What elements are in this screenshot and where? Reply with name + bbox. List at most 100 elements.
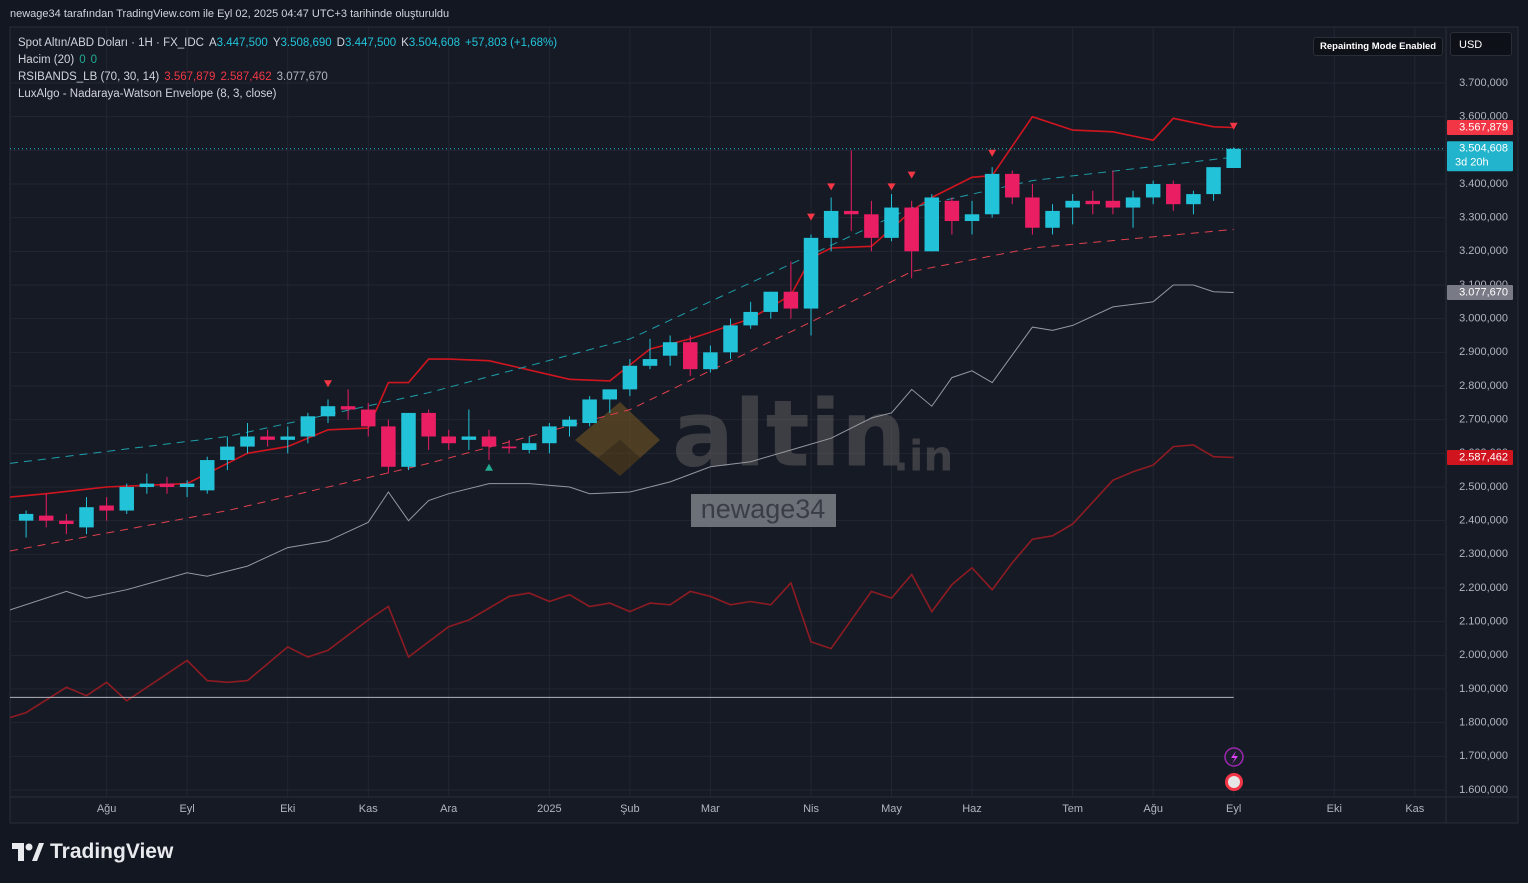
x-tick-label: Nis: [803, 803, 819, 815]
candle-body: [340, 406, 356, 410]
candle-body: [944, 200, 960, 222]
ohlc-value: 3.508,690: [280, 37, 332, 49]
y-tick-label: 1.600,000: [1459, 784, 1508, 796]
candle-body: [904, 207, 919, 252]
candle-body: [662, 342, 678, 356]
candle-body: [1166, 183, 1181, 205]
y-tick-label: 2.100,000: [1459, 616, 1508, 628]
signal-marker: [827, 183, 836, 191]
currency-button[interactable]: USD: [1450, 32, 1512, 56]
candle-body: [924, 197, 940, 252]
price-tag-label: 3.504,608: [1459, 143, 1508, 155]
watermark-brand: altin: [672, 380, 907, 487]
candle-body: [1186, 194, 1201, 205]
candle-body: [984, 173, 1000, 215]
candle-body: [441, 436, 456, 444]
repainting-badge: Repainting Mode Enabled: [1313, 37, 1444, 56]
indicator-line: [10, 156, 1234, 464]
candle-body: [1085, 200, 1101, 205]
candle-body: [159, 483, 175, 487]
candle-body: [542, 426, 557, 444]
legend: Spot Altın/ABD Doları · 1H · FX_IDC A3.44…: [18, 35, 557, 103]
candle-body: [562, 419, 577, 427]
x-tick-label: Eyl: [1226, 803, 1241, 815]
watermark-logo: [575, 402, 660, 458]
candle-body: [481, 436, 497, 447]
indicator-value: 2.587,462: [220, 71, 272, 83]
x-tick-label: May: [881, 803, 902, 815]
y-tick-label: 3.000,000: [1459, 313, 1508, 325]
footer-logo-icon: [12, 843, 44, 861]
watermark-user-box: [691, 494, 836, 527]
event-icon-glyph: [1228, 776, 1240, 788]
y-tick-label: 2.500,000: [1459, 481, 1508, 493]
x-tick-label: Ağu: [97, 803, 117, 815]
price-tag: [1447, 285, 1513, 301]
candle-body: [1206, 167, 1221, 195]
candle-body: [1065, 200, 1080, 208]
indicator-value: 0: [90, 54, 98, 66]
signal-marker: [323, 380, 332, 388]
candle-body: [401, 412, 416, 467]
candle-body: [300, 416, 316, 437]
candle-body: [964, 214, 980, 222]
x-tick-label: Tem: [1062, 803, 1083, 815]
legend-row: Hacim (20) 0 0: [18, 52, 557, 69]
price-tag: [1447, 141, 1513, 172]
candle-body: [79, 507, 94, 528]
candle-body: [421, 412, 436, 437]
legend-row: RSIBANDS_LB (70, 30, 14) 3.567,879 2.587,4…: [18, 69, 557, 86]
candle-body: [522, 443, 537, 450]
candle-body: [360, 409, 376, 427]
x-tick-label: Haz: [962, 803, 982, 815]
y-tick-label: 2.400,000: [1459, 515, 1508, 527]
candle-body: [99, 505, 114, 511]
candle-body: [763, 291, 779, 312]
candle-body: [823, 210, 839, 238]
x-tick-label: Ara: [440, 803, 458, 815]
candle-body: [280, 436, 295, 440]
x-tick-label: Ağu: [1143, 803, 1163, 815]
signal-marker: [988, 149, 997, 157]
candle-body: [1145, 183, 1161, 198]
candle-body: [642, 359, 658, 366]
signal-marker: [887, 183, 896, 191]
x-tick-label: Kas: [359, 803, 378, 815]
y-tick-label: 1.900,000: [1459, 683, 1508, 695]
indicator-line: [10, 228, 1234, 552]
y-tick-label: 3.400,000: [1459, 178, 1508, 190]
y-tick-label: 1.700,000: [1459, 750, 1508, 762]
candle-body: [119, 486, 134, 511]
candle-body: [1105, 200, 1121, 208]
watermark-suffix: .in: [893, 432, 953, 481]
candle-body: [602, 389, 618, 400]
indicator-value: 3.567,879: [164, 71, 216, 83]
y-tick-label: 2.000,000: [1459, 649, 1508, 661]
candle-body: [139, 483, 155, 487]
ohlc-key: A: [208, 37, 217, 49]
candle-body: [240, 436, 255, 447]
candle-body: [1125, 197, 1141, 208]
candle-body: [864, 214, 879, 238]
legend-row: LuxAlgo - Nadaraya-Watson Envelope (8, 3…: [18, 86, 557, 103]
signal-marker: [485, 463, 494, 471]
x-tick-label: Eki: [280, 803, 295, 815]
signal-marker: [807, 213, 816, 221]
candle-body: [884, 207, 899, 238]
indicator-name: LuxAlgo - Nadaraya-Watson Envelope (8, 3…: [18, 88, 277, 100]
ohlc-key: D: [336, 37, 345, 49]
signal-marker: [1229, 122, 1238, 130]
ohlc-value: 3.447,500: [216, 37, 268, 49]
y-tick-label: 2.200,000: [1459, 582, 1508, 594]
indicator-value: 3.077,670: [276, 71, 328, 83]
caption: newage34 tarafından TradingView.com ile …: [10, 8, 450, 20]
ohlc-value: 3.504,608: [408, 37, 460, 49]
candle-body: [38, 515, 54, 521]
footer-text: TradingView: [50, 840, 174, 863]
watermark-user: newage34: [701, 494, 826, 524]
candle-body: [683, 342, 698, 370]
y-tick-label: 3.600,000: [1459, 111, 1508, 123]
price-tag-label: 2.587,462: [1459, 451, 1508, 463]
y-tick-label: 3.300,000: [1459, 212, 1508, 224]
chart-frame: [9, 26, 1519, 824]
